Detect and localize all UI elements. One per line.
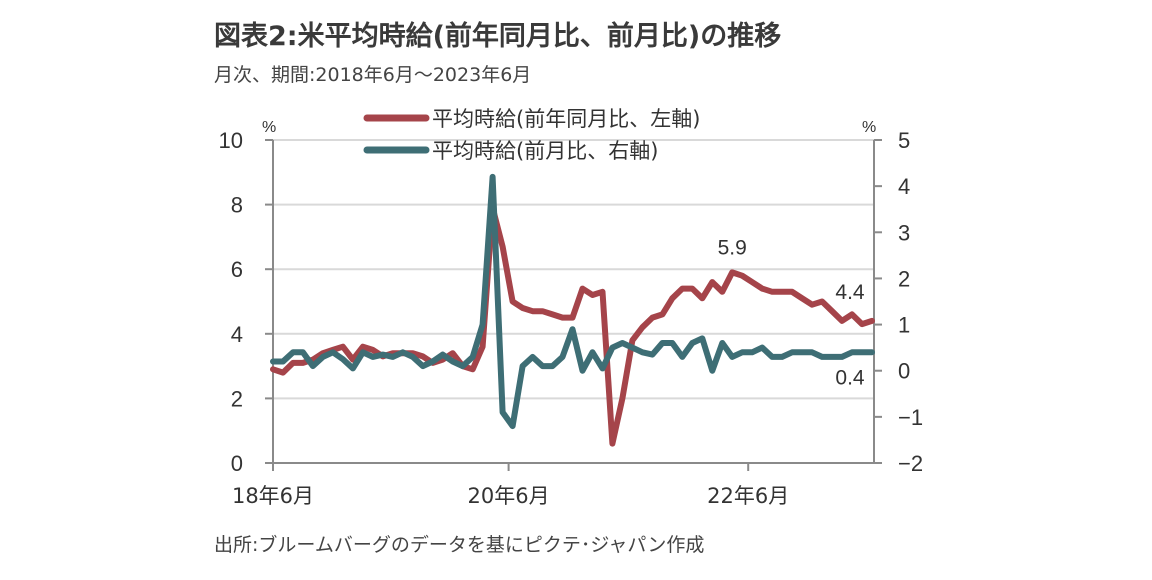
right-axis-tick-label: −1 [898, 405, 923, 430]
left-axis-tick-label: 10 [219, 128, 243, 153]
left-axis-unit: % [262, 119, 276, 136]
series-line-mom [270, 173, 875, 430]
gridlines [273, 139, 874, 400]
right-axis-tick-label: 1 [898, 313, 910, 338]
right-axis-tick-label: 0 [898, 359, 910, 384]
data-label: 5.9 [718, 236, 747, 259]
right-axis-tick-label: 3 [898, 220, 910, 245]
right-axis-tick-label: 2 [898, 266, 910, 291]
left-axis-tick-label: 6 [231, 257, 243, 282]
legend-label-mom: 平均時給(前月比、右軸) [432, 139, 658, 163]
source-note: 出所:ブルームバーグのデータを基にピクテ･ジャパン作成 [214, 534, 705, 556]
data-label: 0.4 [835, 366, 865, 389]
right-axis-tick-label: 5 [898, 128, 910, 153]
right-axis-unit: % [862, 119, 876, 136]
x-axis-tick-label: 20年6月 [468, 484, 550, 508]
chart-subtitle: 月次、期間:2018年6月～2023年6月 [214, 64, 532, 86]
axes: 0 2 4 6 8 10 −2 −1 0 1 2 3 4 5 18年6月 20年6月 22年6月 [219, 128, 924, 508]
left-axis-tick-label: 2 [231, 386, 243, 411]
series-line-yoy [270, 204, 875, 447]
legend-label-yoy: 平均時給(前年同月比、左軸) [432, 107, 700, 131]
x-axis-tick-label: 18年6月 [232, 484, 314, 508]
annotations: 5.9 4.4 0.4 [718, 236, 865, 389]
right-axis-tick-label: 4 [898, 174, 910, 199]
chart-title: 図表2:米平均時給(前年同月比、前月比)の推移 [214, 21, 782, 52]
data-label: 4.4 [835, 281, 865, 304]
legend: 平均時給(前年同月比、左軸) 平均時給(前月比、右軸) [363, 107, 700, 163]
left-axis-tick-label: 4 [231, 322, 243, 347]
x-axis-tick-label: 22年6月 [707, 484, 789, 508]
series-lines [270, 173, 875, 447]
left-axis-tick-label: 8 [231, 193, 243, 218]
right-axis-tick-label: −2 [898, 451, 923, 476]
left-axis-tick-label: 0 [231, 451, 243, 476]
